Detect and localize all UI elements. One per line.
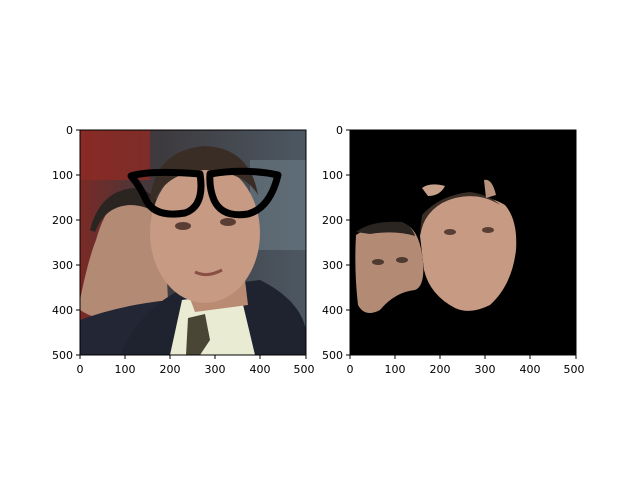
right-ytick-label: 300 xyxy=(322,259,343,272)
right-ytick-label: 0 xyxy=(336,124,343,137)
right-xtick-label: 500 xyxy=(564,363,585,376)
left-xtick-label: 200 xyxy=(160,363,181,376)
left-xtick-label: 400 xyxy=(250,363,271,376)
right-axes-frame xyxy=(349,129,577,356)
left-ytick-label: 200 xyxy=(52,214,73,227)
left-axes: 0 100 200 300 400 500 0 100 200 300 400 … xyxy=(52,124,315,376)
left-ytick-label: 300 xyxy=(52,259,73,272)
right-ytick-label: 500 xyxy=(322,349,343,362)
left-ytick-label: 400 xyxy=(52,304,73,317)
left-panel-image xyxy=(80,130,306,355)
right-xtick-label: 200 xyxy=(430,363,451,376)
right-ytick-label: 400 xyxy=(322,304,343,317)
left-ytick-label: 500 xyxy=(52,349,73,362)
left-xtick-label: 100 xyxy=(115,363,136,376)
right-xtick-label: 300 xyxy=(475,363,496,376)
right-xtick-label: 0 xyxy=(347,363,354,376)
right-ytick-label: 100 xyxy=(322,169,343,182)
left-xtick-label: 500 xyxy=(294,363,315,376)
left-xtick-label: 0 xyxy=(77,363,84,376)
right-panel-image xyxy=(350,130,576,355)
right-ytick-label: 200 xyxy=(322,214,343,227)
right-xtick-label: 100 xyxy=(385,363,406,376)
left-axes-frame xyxy=(79,129,307,356)
right-axes: 0 100 200 300 400 500 0 100 200 300 400 … xyxy=(322,124,585,376)
left-ytick-label: 100 xyxy=(52,169,73,182)
left-ytick-label: 0 xyxy=(66,124,73,137)
right-xtick-label: 400 xyxy=(520,363,541,376)
left-xtick-label: 300 xyxy=(205,363,226,376)
